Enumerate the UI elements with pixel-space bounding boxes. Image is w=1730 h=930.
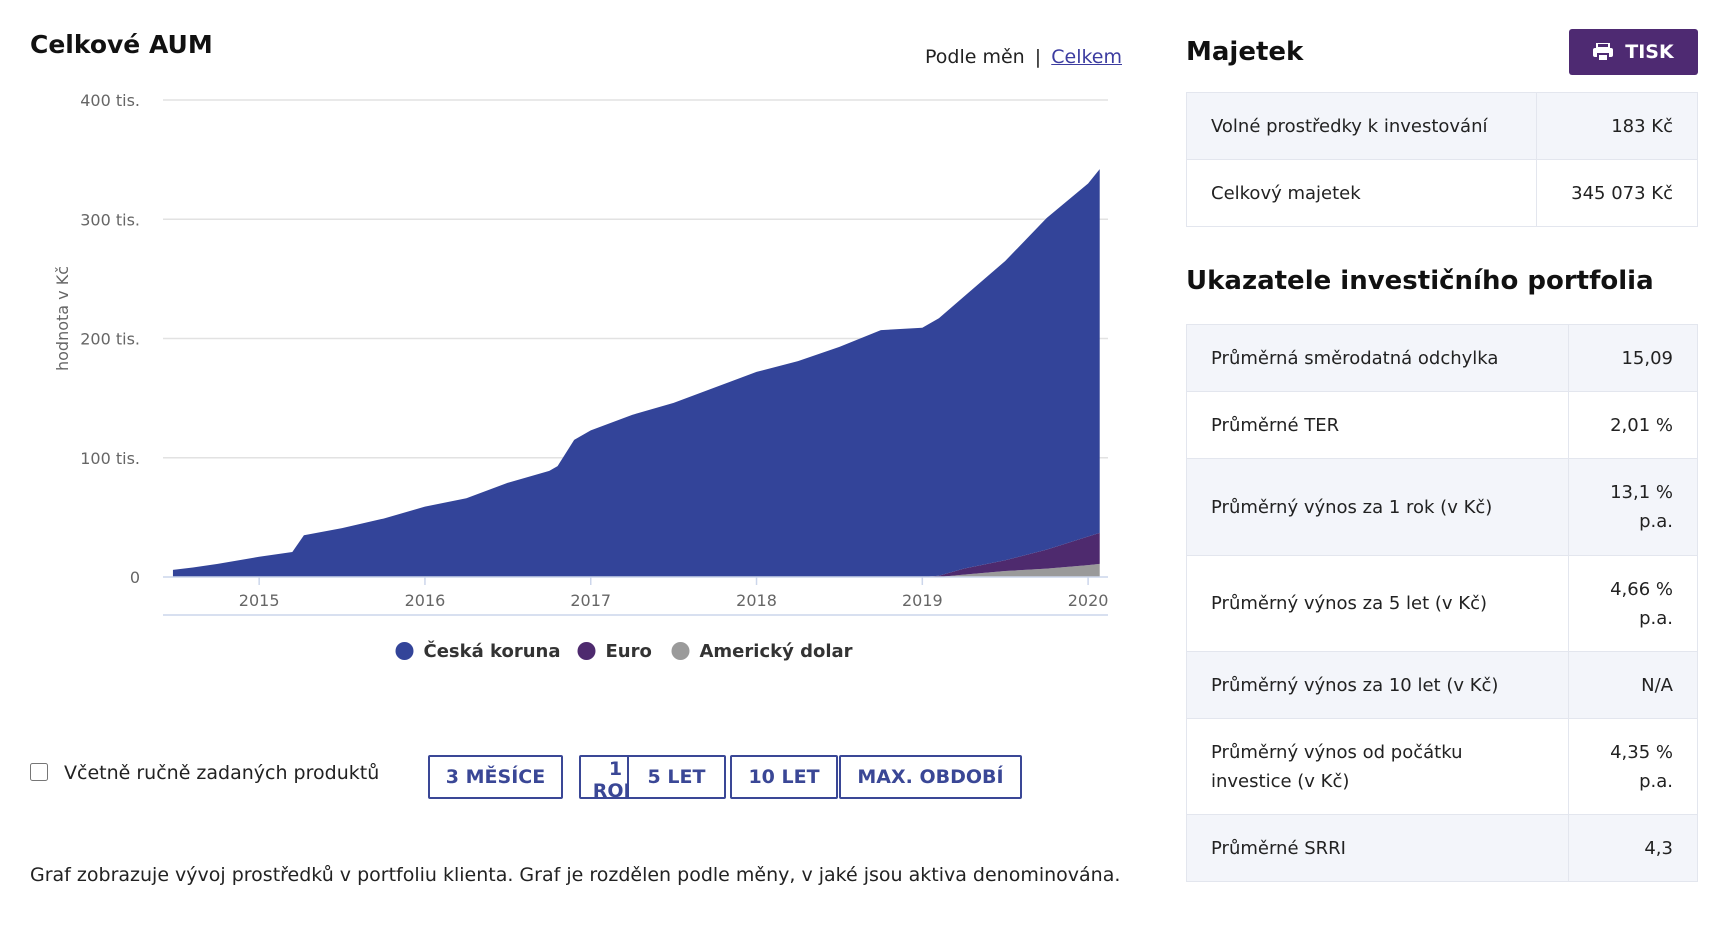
cell-value: 15,09 xyxy=(1568,324,1698,392)
chart-title: Celkové AUM xyxy=(30,30,213,59)
cell-label: Průměrný výnos od počátku investice (v K… xyxy=(1186,718,1569,815)
print-icon xyxy=(1593,43,1614,61)
period-button[interactable]: MAX. OBDOBÍ xyxy=(839,755,1022,799)
cell-value: 13,1 % p.a. xyxy=(1568,458,1698,556)
view-label: Podle měn xyxy=(925,46,1025,68)
table-row: Průměrný výnos od počátku investice (v K… xyxy=(1186,718,1698,815)
period-button[interactable]: 5 LET xyxy=(627,755,726,799)
cell-value: 2,01 % xyxy=(1568,391,1698,459)
x-tick-label: 2016 xyxy=(405,591,446,610)
y-tick-label: 300 tis. xyxy=(80,210,140,229)
cell-value: 4,35 % p.a. xyxy=(1568,718,1698,815)
legend-label: Euro xyxy=(606,641,652,662)
cell-label: Celkový majetek xyxy=(1186,159,1537,227)
x-tick-label: 2017 xyxy=(570,591,611,610)
table-row: Průměrný výnos za 5 let (v Kč) 4,66 % p.a… xyxy=(1186,555,1698,652)
y-tick-label: 200 tis. xyxy=(80,330,140,349)
period-button[interactable]: 10 LET xyxy=(730,755,838,799)
table-row: Průměrný výnos za 1 rok (v Kč) 13,1 % p.a… xyxy=(1186,458,1698,556)
cell-label: Volné prostředky k investování xyxy=(1186,92,1537,160)
print-button[interactable]: TISK xyxy=(1569,29,1698,75)
indicators-table: Průměrná směrodatná odchylka 15,09 Průměrn… xyxy=(1186,324,1698,882)
legend-marker xyxy=(577,642,596,660)
legend-label: Česká koruna xyxy=(424,640,561,662)
cell-value: 183 Kč xyxy=(1536,92,1698,160)
view-link[interactable]: Celkem xyxy=(1051,46,1122,68)
x-tick-label: 2015 xyxy=(239,591,280,610)
section-title: Ukazatele investičního portfolia xyxy=(1186,266,1654,296)
cell-value: 4,66 % p.a. xyxy=(1568,555,1698,652)
table-row: Průměrné TER 2,01 % xyxy=(1186,391,1698,459)
checkbox-label[interactable]: Včetně ručně zadaných produktů xyxy=(64,762,380,784)
y-axis-label: hodnota v Kč xyxy=(53,266,72,371)
x-tick-label: 2019 xyxy=(902,591,943,610)
cell-label: Průměrné SRRI xyxy=(1186,814,1569,882)
legend-marker xyxy=(671,642,690,660)
chart: 0 100 tis. 200 tis. 300 tis. 400 tis. hodnota… xyxy=(53,91,1109,662)
area xyxy=(172,563,1100,577)
cell-value: N/A xyxy=(1568,651,1698,719)
y-tick-label: 100 tis. xyxy=(80,449,140,468)
cell-label: Průměrné TER xyxy=(1186,391,1569,459)
controls: Včetně ručně zadaných produktů 3 MĚSÍCE 1… xyxy=(30,748,1122,802)
legend-label: Americký dolar xyxy=(700,641,853,662)
assets-table: Volné prostředky k investování 183 Kč Celk… xyxy=(1186,92,1698,227)
cell-label: Průměrná směrodatná odchylka xyxy=(1186,324,1569,392)
table-row: Průměrná směrodatná odchylka 15,09 xyxy=(1186,324,1698,392)
cell-label: Průměrný výnos za 10 let (v Kč) xyxy=(1186,651,1569,719)
cell-value: 345 073 Kč xyxy=(1536,159,1698,227)
area xyxy=(172,169,1100,578)
table-row: Průměrný výnos za 10 let (v Kč) N/A xyxy=(1186,651,1698,719)
section-title: Majetek xyxy=(1186,37,1304,67)
legend-marker xyxy=(395,642,414,660)
y-tick-label: 400 tis. xyxy=(80,91,140,110)
table-row: Volné prostředky k investování 183 Kč xyxy=(1186,92,1698,160)
x-tick-label: 2018 xyxy=(736,591,777,610)
print-label: TISK xyxy=(1625,41,1674,63)
checkbox[interactable] xyxy=(30,763,48,781)
table-row: Celkový majetek 345 073 Kč xyxy=(1186,159,1698,227)
x-tick-label: 2020 xyxy=(1068,591,1109,610)
cell-value: 4,3 xyxy=(1568,814,1698,882)
period-button[interactable]: 3 MĚSÍCE xyxy=(428,755,563,799)
table-row: Průměrné SRRI 4,3 xyxy=(1186,814,1698,882)
cell-label: Průměrný výnos za 5 let (v Kč) xyxy=(1186,555,1569,652)
separator: | xyxy=(1034,46,1042,68)
cell-label: Průměrný výnos za 1 rok (v Kč) xyxy=(1186,458,1569,556)
footnote: Graf zobrazuje vývoj prostředků v portfo… xyxy=(30,864,1121,886)
view-switch: Podle měn | Celkem xyxy=(925,46,1122,68)
y-tick-label: 0 xyxy=(130,568,140,587)
